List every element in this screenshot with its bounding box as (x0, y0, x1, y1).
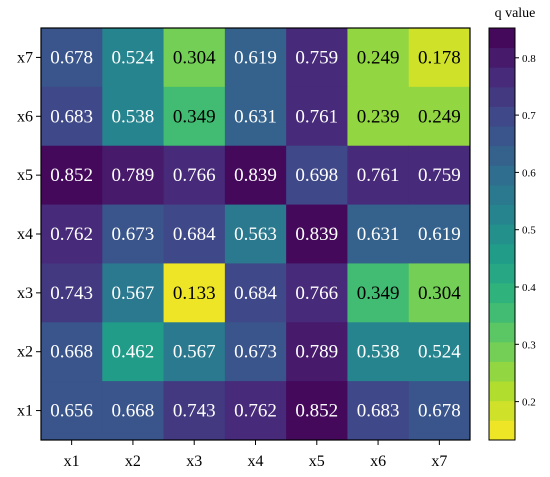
x-axis: x1 x2 x3 x4 x5 x6 x7 (64, 440, 448, 470)
colorbar-tick-label: 0.7 (522, 110, 536, 122)
cell-value-label: 0.678 (418, 401, 461, 422)
colorbar-band (489, 28, 515, 48)
y-tick-label: x2 (17, 344, 33, 361)
cell-value-label: 0.698 (295, 165, 338, 186)
colorbar-ticks: 0.2 0.3 0.4 0.5 0.6 0.7 0.8 (515, 53, 536, 409)
cell-value-label: 0.462 (112, 342, 155, 363)
cell-value-label: 0.673 (234, 342, 277, 363)
cell-value-label: 0.567 (173, 342, 216, 363)
y-tick-label: x1 (17, 403, 33, 420)
cell-value-label: 0.759 (295, 47, 338, 68)
colorbar-band (489, 244, 515, 264)
cell-value-label: 0.239 (357, 106, 400, 127)
colorbar-tick-label: 0.8 (522, 53, 536, 65)
cell-value-label: 0.631 (357, 224, 400, 245)
cell-value-label: 0.656 (50, 401, 93, 422)
colorbar-band (489, 224, 515, 244)
cell-value-label: 0.743 (173, 401, 216, 422)
cell-value-label: 0.678 (50, 47, 93, 68)
x-tick-label: x3 (186, 453, 202, 470)
cell-value-label: 0.524 (112, 47, 155, 68)
colorbar-band (489, 420, 515, 440)
colorbar-bands (489, 28, 515, 440)
cell-value-label: 0.684 (173, 224, 216, 245)
colorbar-band (489, 165, 515, 185)
colorbar-tick-label: 0.3 (522, 339, 536, 351)
cell-value-label: 0.839 (234, 165, 277, 186)
cell-value-label: 0.304 (173, 47, 216, 68)
y-axis: x7 x6 x5 x4 x3 x2 x1 (17, 49, 41, 419)
cell-value-label: 0.683 (50, 106, 93, 127)
colorbar-band (489, 146, 515, 166)
cell-value-label: 0.178 (418, 47, 461, 68)
colorbar-band (489, 283, 515, 303)
cell-value-label: 0.349 (173, 106, 216, 127)
cell-value-label: 0.762 (234, 401, 277, 422)
cell-value-label: 0.538 (357, 342, 400, 363)
x-tick-label: x6 (370, 453, 386, 470)
x-tick-label: x2 (125, 453, 141, 470)
colorbar-band (489, 381, 515, 401)
colorbar-tick-label: 0.4 (522, 282, 536, 294)
colorbar-band (489, 48, 515, 68)
colorbar: 0.2 0.3 0.4 0.5 0.6 0.7 0.8 q value (489, 6, 536, 440)
cell-value-label: 0.567 (112, 283, 155, 304)
y-tick-label: x7 (17, 49, 33, 66)
colorbar-band (489, 106, 515, 126)
cell-value-label: 0.133 (173, 283, 216, 304)
colorbar-band (489, 401, 515, 421)
cell-value-label: 0.743 (50, 283, 93, 304)
cell-value-label: 0.524 (418, 342, 461, 363)
cell-value-label: 0.852 (50, 165, 93, 186)
colorbar-band (489, 322, 515, 342)
cell-value-label: 0.538 (112, 106, 155, 127)
cell-value-label: 0.839 (295, 224, 338, 245)
colorbar-band (489, 185, 515, 205)
cell-value-label: 0.673 (112, 224, 155, 245)
colorbar-tick-label: 0.2 (522, 397, 536, 409)
cell-value-label: 0.619 (234, 47, 277, 68)
colorbar-band (489, 362, 515, 382)
colorbar-band (489, 87, 515, 107)
cell-value-label: 0.762 (50, 224, 93, 245)
cell-value-label: 0.761 (295, 106, 338, 127)
y-tick-label: x5 (17, 167, 33, 184)
cell-value-label: 0.249 (418, 106, 461, 127)
cell-value-label: 0.766 (173, 165, 216, 186)
colorbar-band (489, 126, 515, 146)
cell-value-label: 0.304 (418, 283, 461, 304)
colorbar-band (489, 263, 515, 283)
cell-value-label: 0.349 (357, 283, 400, 304)
cell-value-label: 0.759 (418, 165, 461, 186)
colorbar-tick-label: 0.5 (522, 225, 536, 237)
cell-value-label: 0.563 (234, 224, 277, 245)
y-tick-label: x6 (17, 108, 33, 125)
colorbar-band (489, 303, 515, 323)
cell-value-label: 0.766 (295, 283, 338, 304)
colorbar-tick-label: 0.6 (522, 167, 536, 179)
cell-value-label: 0.684 (234, 283, 277, 304)
x-tick-label: x7 (431, 453, 447, 470)
colorbar-band (489, 205, 515, 225)
cell-value-label: 0.619 (418, 224, 461, 245)
cell-value-label: 0.668 (112, 401, 155, 422)
cell-value-label: 0.789 (295, 342, 338, 363)
cell-value-label: 0.249 (357, 47, 400, 68)
colorbar-band (489, 67, 515, 87)
x-tick-label: x1 (64, 453, 80, 470)
cell-value-label: 0.761 (357, 165, 400, 186)
cell-value-label: 0.668 (50, 342, 93, 363)
cell-value-label: 0.852 (295, 401, 338, 422)
y-tick-label: x3 (17, 285, 33, 302)
cell-value-label: 0.789 (112, 165, 155, 186)
cell-value-label: 0.683 (357, 401, 400, 422)
x-tick-label: x5 (309, 453, 325, 470)
y-tick-label: x4 (17, 226, 33, 243)
x-tick-label: x4 (248, 453, 264, 470)
colorbar-band (489, 342, 515, 362)
cell-value-label: 0.631 (234, 106, 277, 127)
colorbar-title: q value (495, 6, 536, 21)
